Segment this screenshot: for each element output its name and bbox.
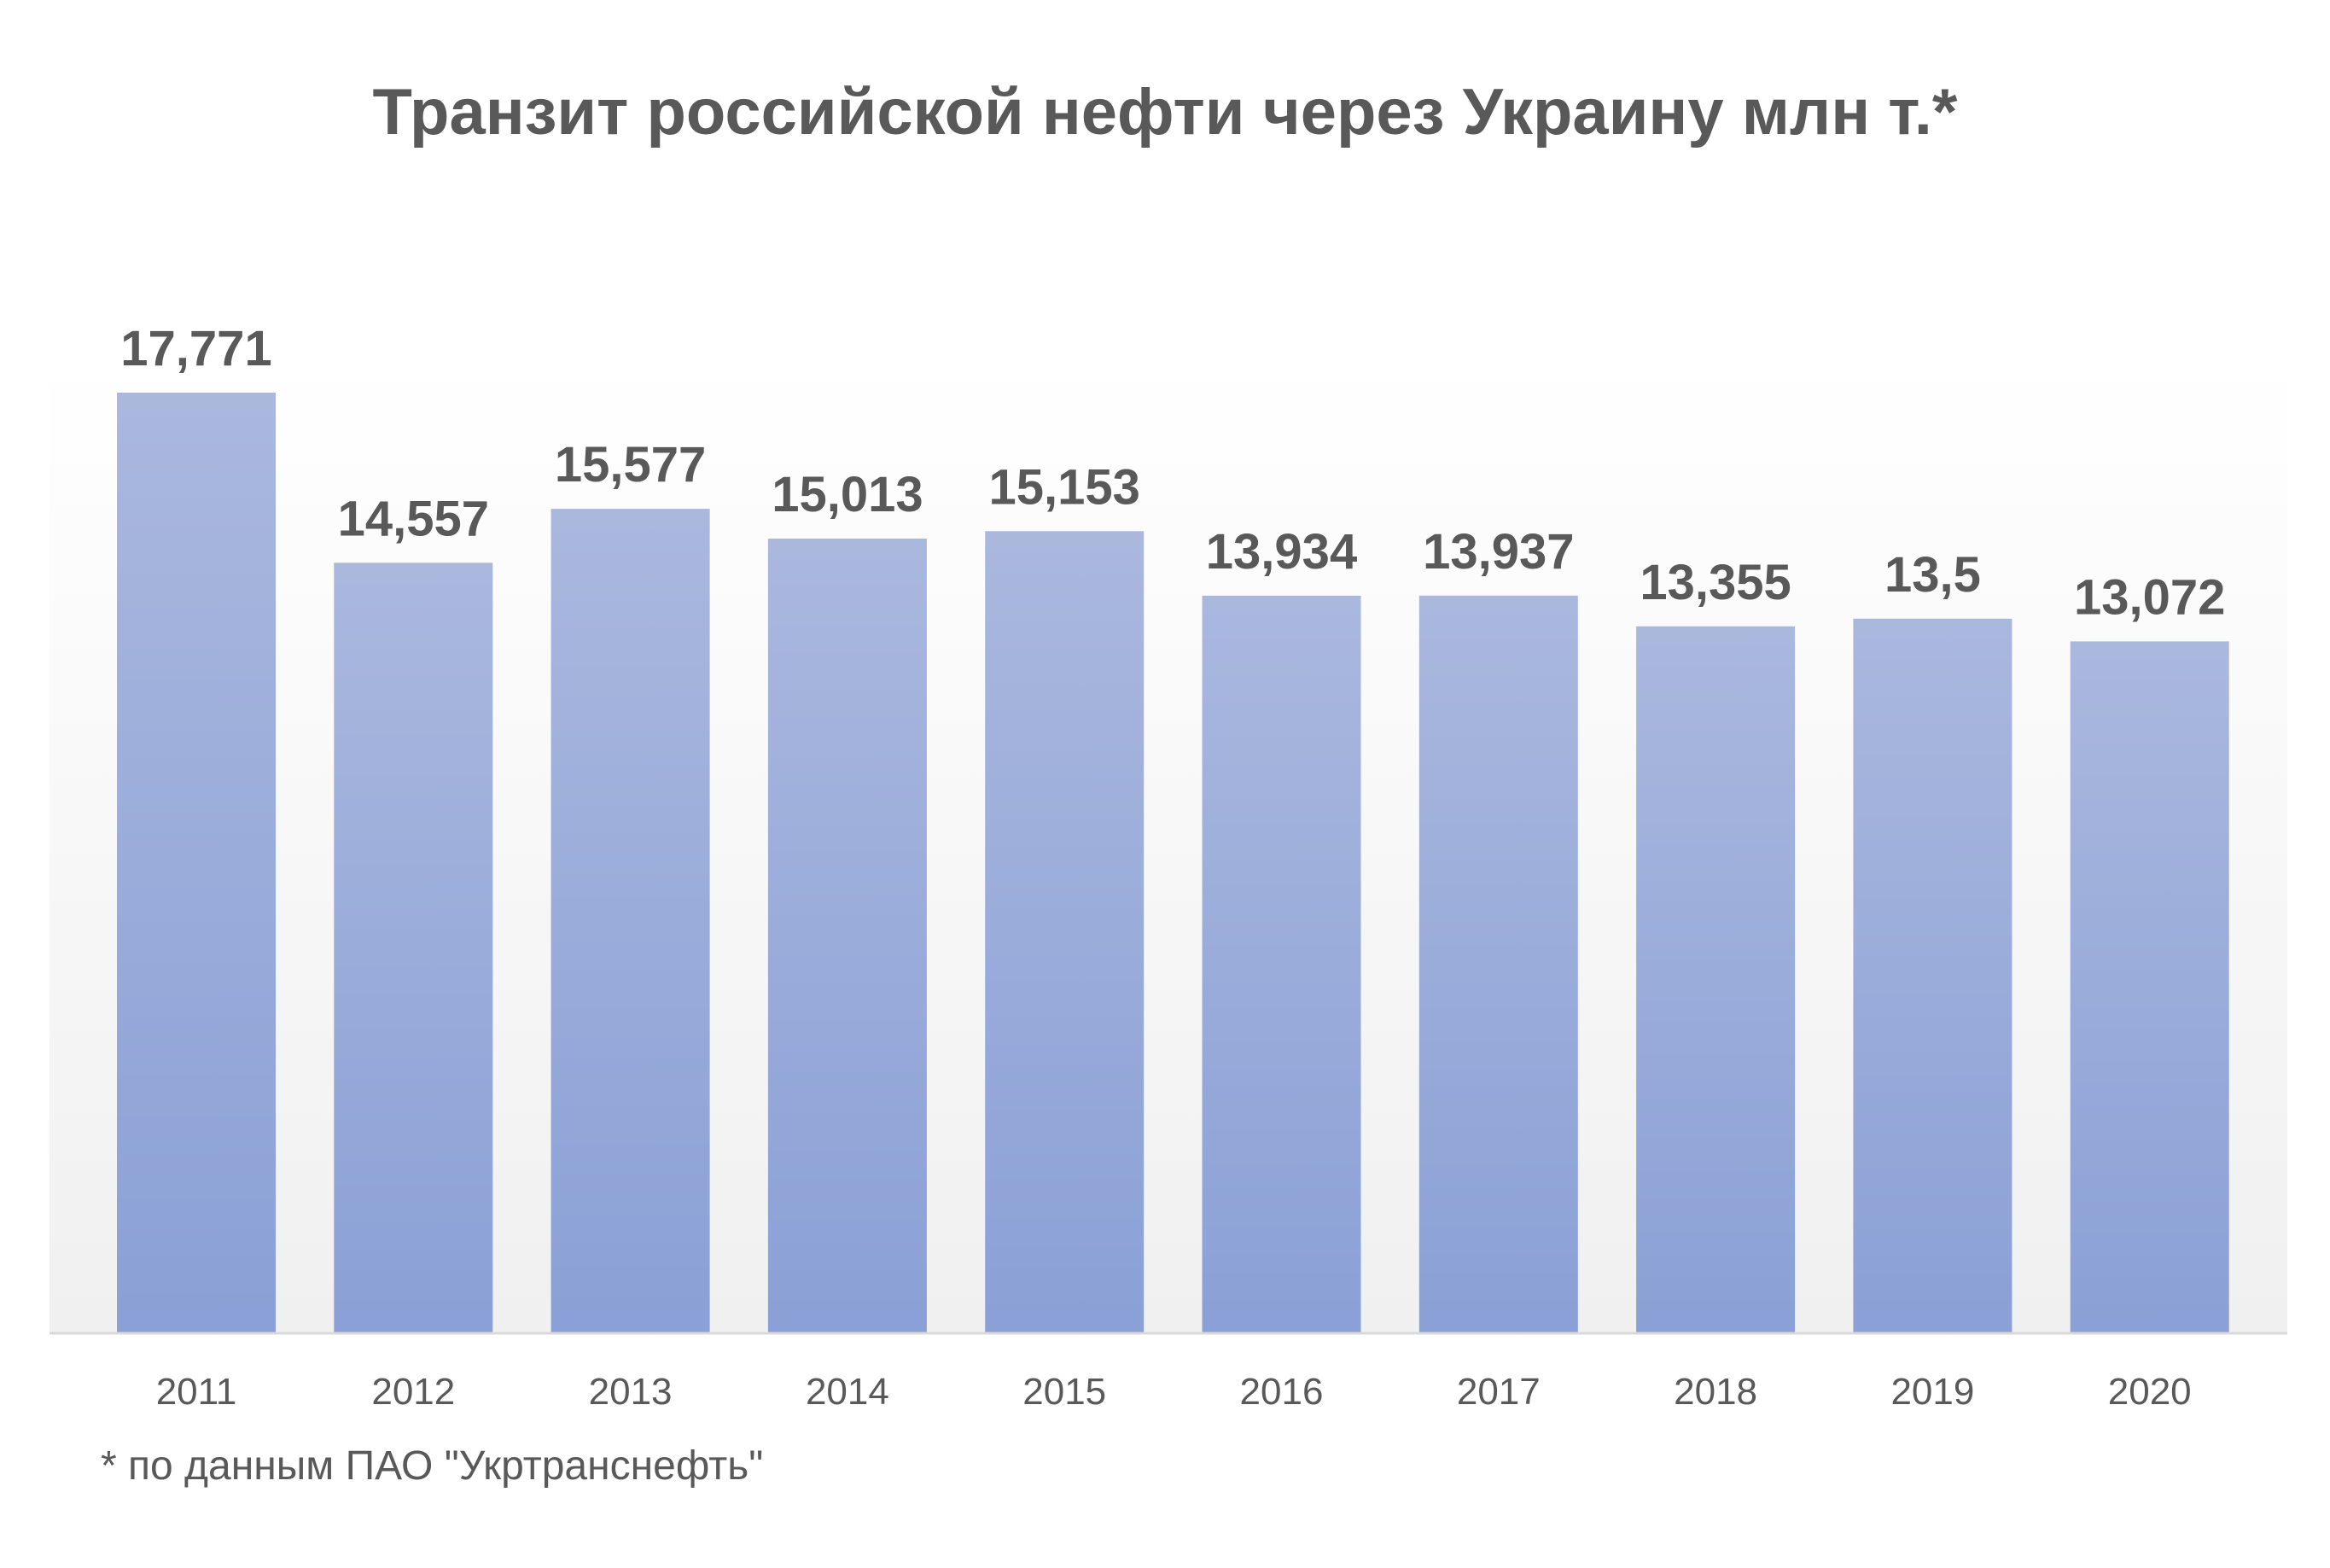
data-label-2016: 13,934 [1206,524,1357,580]
bar-2011 [117,393,276,1333]
footnote: * по данным ПАО "Укртранснефть" [101,1443,764,1489]
chart-title: Транзит российской нефти через Украину м… [372,76,1958,149]
data-label-2017: 13,937 [1423,524,1574,580]
bar-2020 [2070,641,2229,1333]
x-tick-label-2016: 2016 [1240,1371,1324,1413]
data-label-2011: 17,771 [120,321,271,376]
data-label-2019: 13,5 [1884,547,1981,603]
x-tick-label-2020: 2020 [2108,1371,2192,1413]
x-tick-label-2019: 2019 [1890,1371,1974,1413]
x-tick-label-2015: 2015 [1022,1371,1106,1413]
data-label-2012: 14,557 [338,491,489,546]
x-tick-label-2017: 2017 [1457,1371,1541,1413]
x-tick-label-2011: 2011 [156,1371,237,1413]
x-tick-label-2014: 2014 [806,1371,889,1413]
data-label-2014: 15,013 [772,467,923,522]
data-label-2013: 15,577 [555,437,706,493]
bar-2012 [334,562,493,1333]
data-label-2018: 13,355 [1640,555,1791,610]
x-tick-label-2013: 2013 [589,1371,673,1413]
bar-2018 [1636,626,1796,1333]
x-tick-label-2012: 2012 [371,1371,455,1413]
bar-2015 [985,531,1145,1333]
data-label-2015: 15,153 [988,459,1139,515]
bar-2013 [550,509,710,1333]
bar-2017 [1418,595,1578,1333]
x-tick-label-2018: 2018 [1674,1371,1757,1413]
data-label-2020: 13,072 [2074,569,2225,625]
bar-2016 [1202,595,1361,1333]
bar-2019 [1853,618,2013,1333]
bar-2014 [767,539,927,1333]
